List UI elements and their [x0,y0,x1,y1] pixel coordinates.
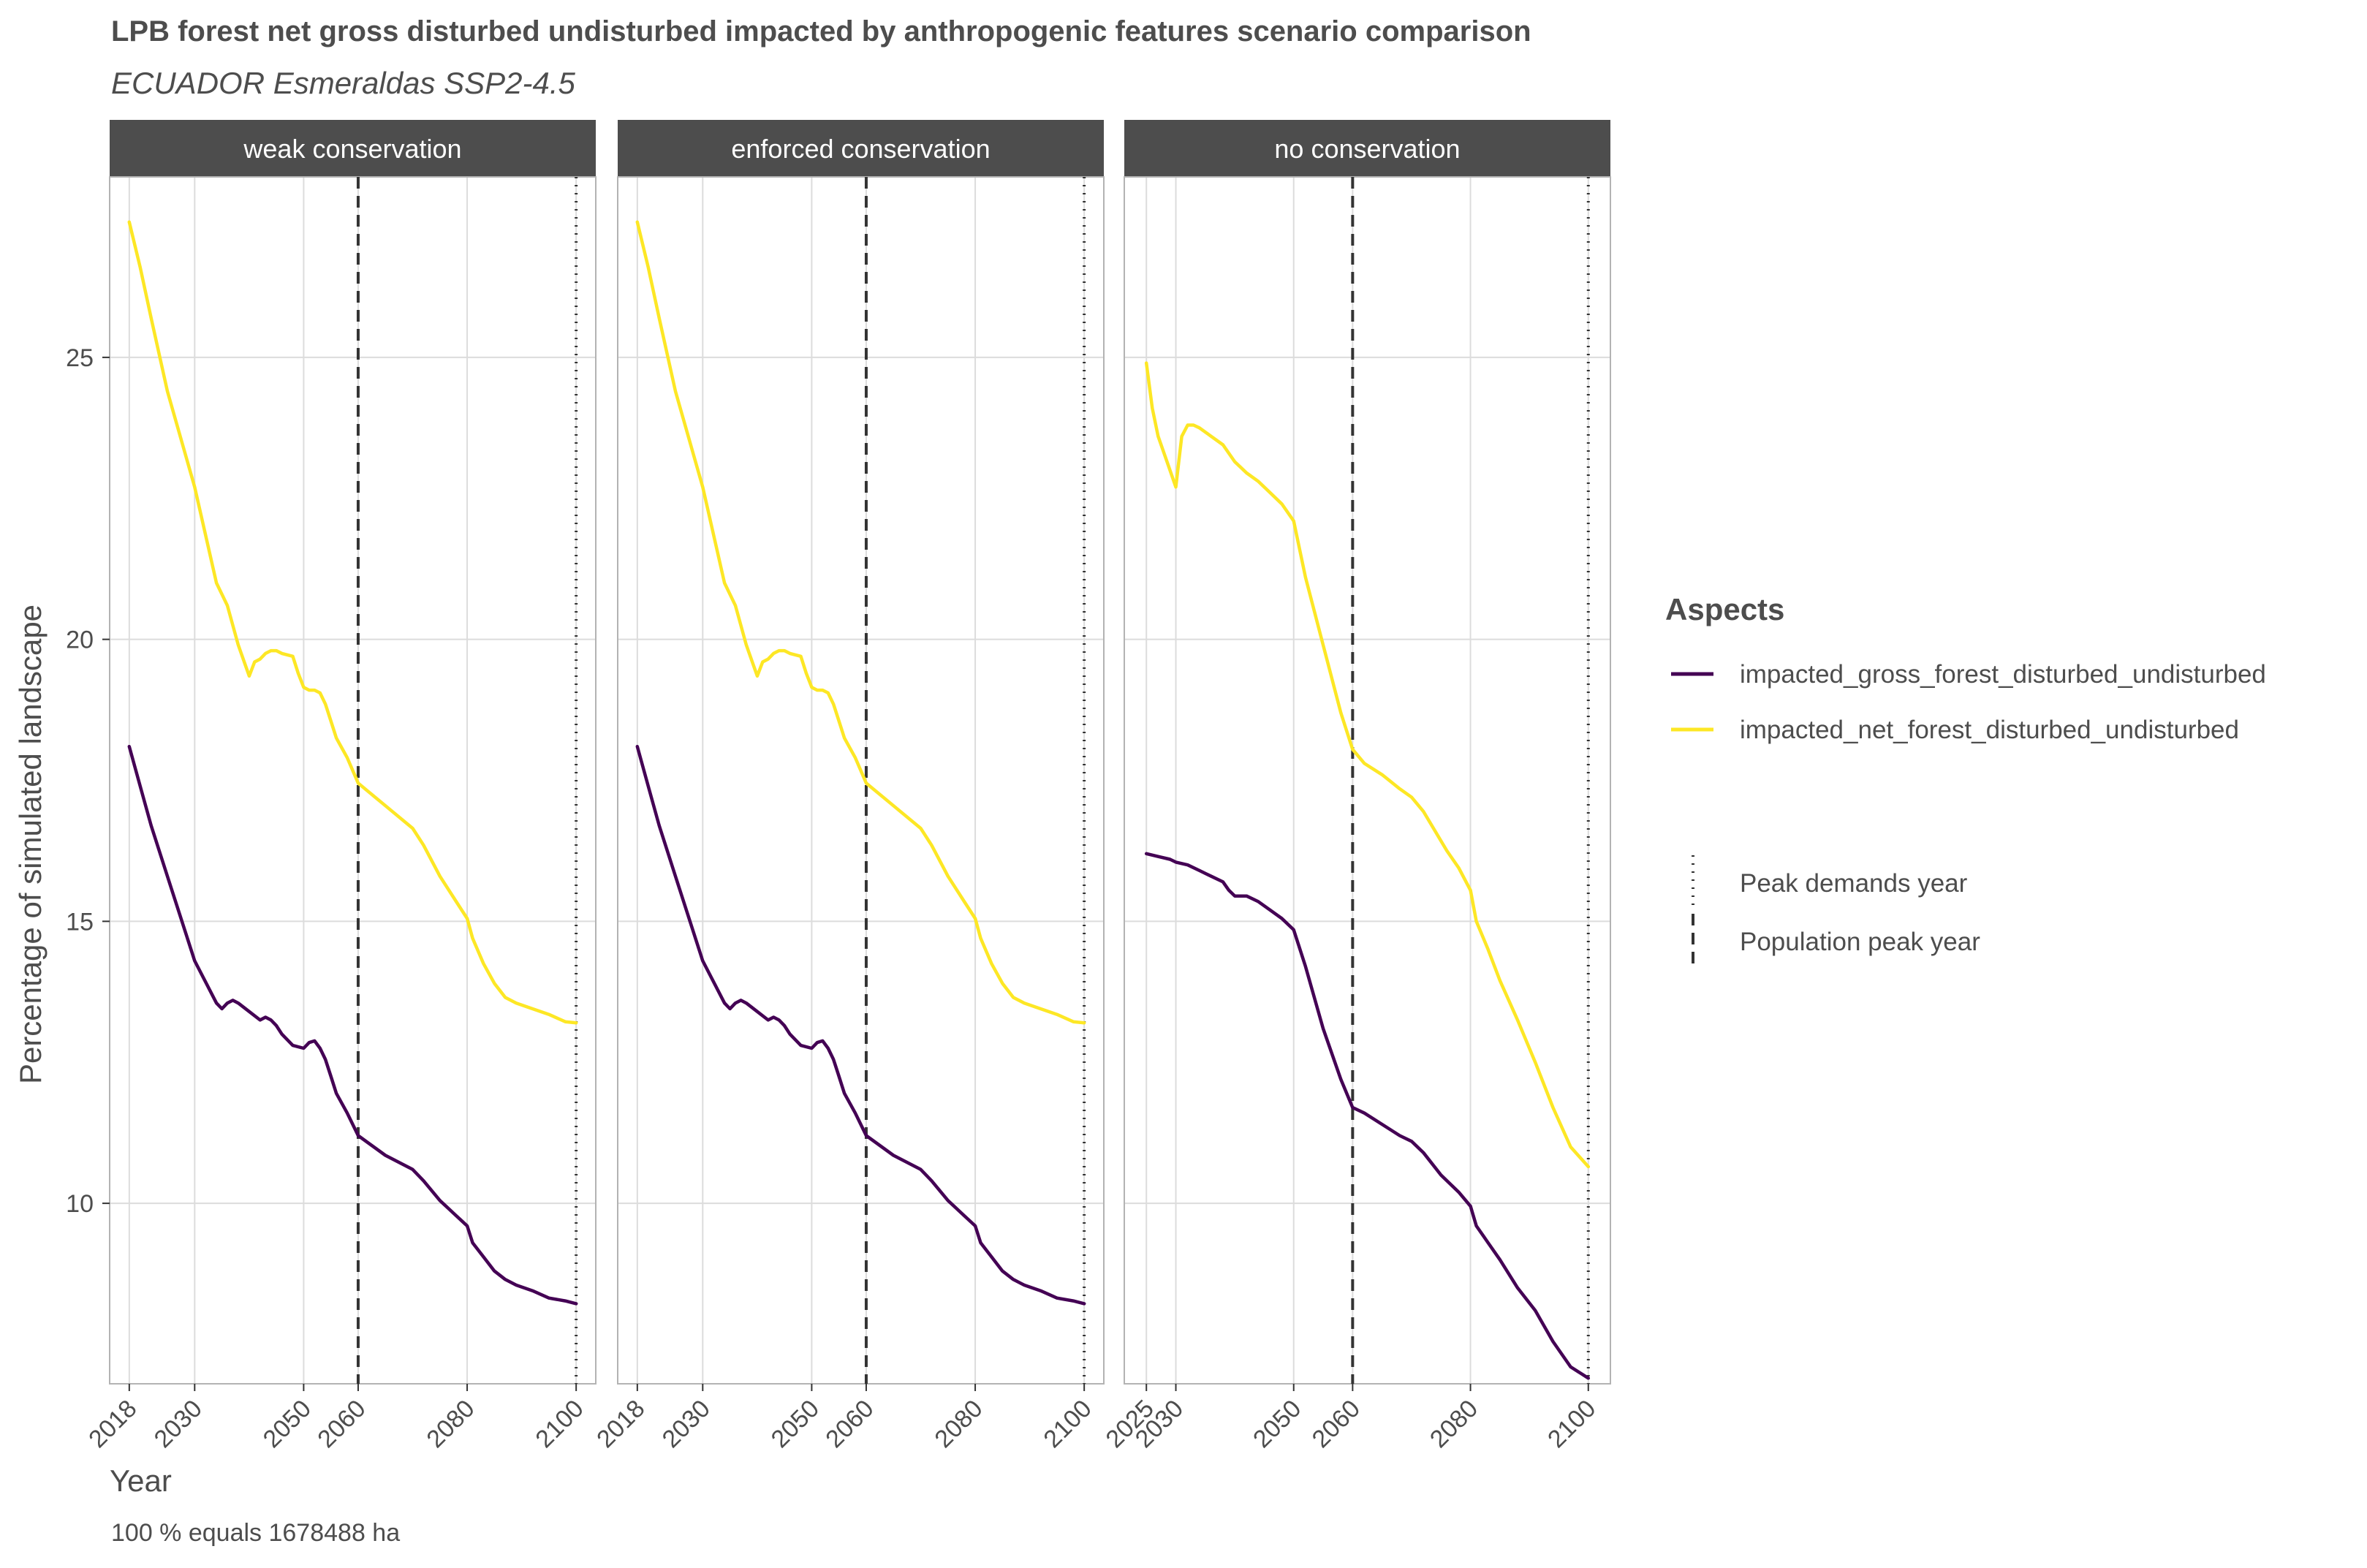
legend-label-population-peak: Population peak year [1740,928,1980,956]
x-tick-label: 2080 [1425,1395,1483,1453]
x-tick-label: 2100 [530,1395,588,1453]
x-tick-label: 2080 [421,1395,480,1453]
x-tick-label: 2060 [312,1395,371,1453]
x-tick-label: 2100 [1542,1395,1601,1453]
strip-label-enforced-conservation: enforced conservation [731,134,990,164]
y-tick-label: 15 [66,908,94,936]
panel-border-enforced-conservation [617,176,1105,1385]
strip-label-weak-conservation: weak conservation [243,134,461,164]
legend-label-net: impacted_net_forest_disturbed_undisturbe… [1740,716,2239,744]
panel-border-weak-conservation [109,176,597,1385]
y-axis-label: Percentage of simulated landscape [13,605,48,1084]
chart-subtitle: ECUADOR Esmeraldas SSP2-4.5 [111,66,576,100]
series-line-gross-enforced-conservation [635,744,1086,1306]
strip-label-no-conservation: no conservation [1274,134,1460,164]
y-axis: 10 15 20 25 [66,344,110,1218]
series-line-net-weak-conservation [127,220,578,1025]
x-axis-label: Year [110,1463,172,1498]
strip-no-conservation [1124,120,1610,177]
panel-border-no-conservation [1124,176,1611,1385]
x-tick-label: 2050 [1248,1395,1306,1453]
x-tick-label: 2080 [929,1395,988,1453]
x-tick-label: 2030 [149,1395,208,1453]
caption: 100 % equals 1678488 ha [111,1519,400,1547]
legend: Aspects impacted_gross_forest_disturbed_… [1665,592,2266,969]
series-line-net-no-conservation [1144,361,1591,1169]
legend-label-gross: impacted_gross_forest_disturbed_undistur… [1740,660,2266,689]
legend-title: Aspects [1665,592,1784,626]
strip-weak-conservation [110,120,596,177]
y-tick-label: 20 [66,626,94,654]
x-tick-label: 2018 [83,1395,142,1453]
series-line-net-enforced-conservation [635,220,1086,1025]
series-line-gross-no-conservation [1144,852,1591,1380]
chart-title: LPB forest net gross disturbed undisturb… [111,15,1531,48]
x-tick-label: 2018 [591,1395,650,1453]
y-tick-label: 25 [66,344,94,372]
x-tick-label: 2030 [657,1395,716,1453]
x-tick-label: 2060 [1307,1395,1366,1453]
x-tick-label: 2050 [258,1395,317,1453]
strip-enforced-conservation [618,120,1104,177]
legend-label-peak-demands: Peak demands year [1740,869,1968,898]
y-tick-label: 10 [66,1190,94,1218]
series-line-gross-weak-conservation [127,744,578,1306]
x-tick-label: 2100 [1038,1395,1097,1453]
x-tick-label: 2060 [820,1395,879,1453]
x-tick-label: 2050 [766,1395,825,1453]
